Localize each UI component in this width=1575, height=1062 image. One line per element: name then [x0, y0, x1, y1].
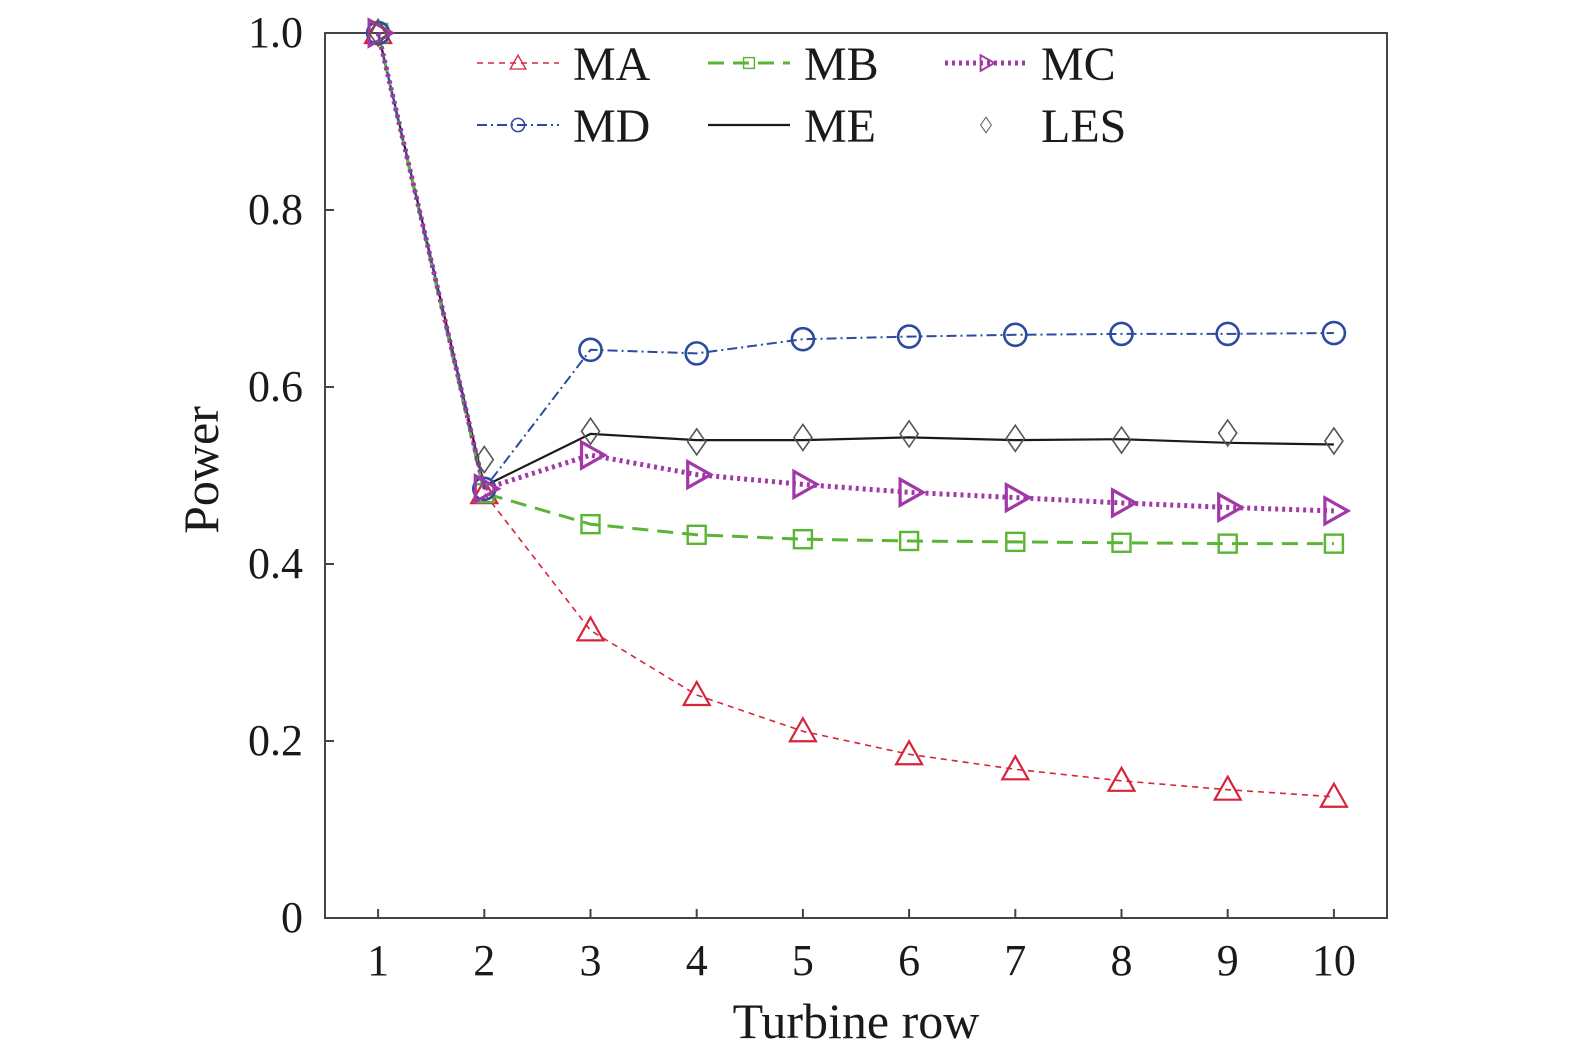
point-md [896, 324, 922, 349]
point-md [578, 337, 603, 363]
series-line-mb [376, 32, 1334, 546]
legend-marker-les [980, 116, 992, 134]
x-tick-label: 4 [686, 936, 708, 985]
x-tick-label: 9 [1217, 936, 1239, 985]
x-tick-label: 5 [792, 936, 814, 985]
x-tick-label: 6 [898, 936, 920, 985]
series-line-me [377, 32, 1334, 488]
point-mc [686, 458, 714, 491]
series-mc [367, 17, 1352, 527]
point-ma [894, 739, 924, 766]
legend-marker-mb [742, 56, 756, 70]
point-ma [788, 716, 818, 743]
y-tick-label: 1.0 [248, 8, 303, 57]
legend-marker-md [510, 117, 526, 133]
point-mb [686, 524, 707, 545]
series-line-ma [377, 32, 1334, 798]
series-line-mc [375, 32, 1334, 514]
point-mc [579, 439, 608, 471]
legend-item-ma: MA [477, 38, 651, 91]
point-ma [1319, 781, 1349, 808]
y-tick-label: 0.6 [248, 362, 303, 411]
point-les [1217, 418, 1238, 448]
point-md [684, 341, 710, 366]
point-les [1005, 423, 1026, 453]
point-md [1215, 321, 1240, 347]
y-tick-label: 0.8 [248, 185, 303, 234]
legend-item-mb: MB [708, 38, 879, 91]
point-mb [1111, 532, 1132, 553]
point-md [790, 326, 816, 352]
point-mb [1323, 533, 1345, 554]
point-ma [1106, 765, 1137, 792]
series-layer [363, 17, 1352, 808]
point-ma [1212, 774, 1243, 801]
series-line-md [377, 32, 1334, 490]
legend-marker-ma [509, 53, 527, 70]
legend-label-me: ME [804, 100, 876, 153]
point-mc [1323, 495, 1352, 527]
point-les [580, 416, 601, 446]
legend-label-md: MD [573, 100, 650, 153]
legend-label-ma: MA [573, 38, 651, 91]
plot-frame [324, 32, 1388, 919]
point-mb [1005, 531, 1026, 553]
point-mb [792, 529, 814, 550]
x-tick-label: 8 [1111, 936, 1133, 985]
legend-item-md: MD [477, 100, 650, 153]
x-tick-label: 2 [473, 936, 495, 985]
x-tick-label: 10 [1312, 936, 1356, 985]
point-ma [681, 679, 712, 707]
legend-marker-mc [979, 53, 997, 73]
point-mb [898, 530, 920, 552]
point-mc [473, 473, 502, 505]
point-mc [1004, 481, 1033, 514]
point-ma [1000, 754, 1031, 781]
point-les [368, 18, 389, 48]
point-les [474, 445, 495, 474]
point-mc [1110, 487, 1139, 519]
point-mc [1217, 491, 1245, 524]
point-ma [575, 615, 606, 642]
legend-item-mc: MC [945, 38, 1116, 91]
legend-item-les: LES [980, 100, 1126, 153]
point-les [899, 419, 920, 449]
x-tick-label: 3 [580, 936, 602, 985]
point-les [686, 427, 707, 457]
point-md [1002, 322, 1028, 348]
point-md [1321, 320, 1347, 346]
point-md [1109, 321, 1134, 347]
ticks-layer: 1 2 3 4 5 6 7 8 9 10 0 0.2 0.4 0.6 0.8 1.0 [248, 8, 1356, 985]
point-les [1323, 426, 1344, 456]
series-md [365, 20, 1347, 502]
x-tick-label: 7 [1004, 936, 1026, 985]
y-tick-label: 0.4 [248, 539, 303, 588]
y-tick-label: 0 [281, 893, 303, 942]
legend-label-mb: MB [804, 38, 879, 91]
point-mb [580, 513, 601, 535]
point-mb [1217, 533, 1238, 554]
point-mc [792, 468, 821, 501]
legend-label-les: LES [1041, 100, 1126, 153]
point-les [1111, 425, 1132, 455]
x-tick-label: 1 [367, 936, 389, 985]
legend-item-me: ME [708, 100, 876, 153]
x-axis-label: Turbine row [733, 993, 980, 1049]
y-tick-label: 0.2 [248, 716, 303, 765]
series-les [368, 18, 1344, 474]
legend-label-mc: MC [1041, 38, 1116, 91]
point-les [792, 423, 813, 452]
legend: MA MB MC MD ME LES [477, 38, 1126, 153]
series-me [377, 32, 1334, 488]
y-axis-label: Power [173, 406, 229, 534]
point-mc [898, 476, 927, 509]
